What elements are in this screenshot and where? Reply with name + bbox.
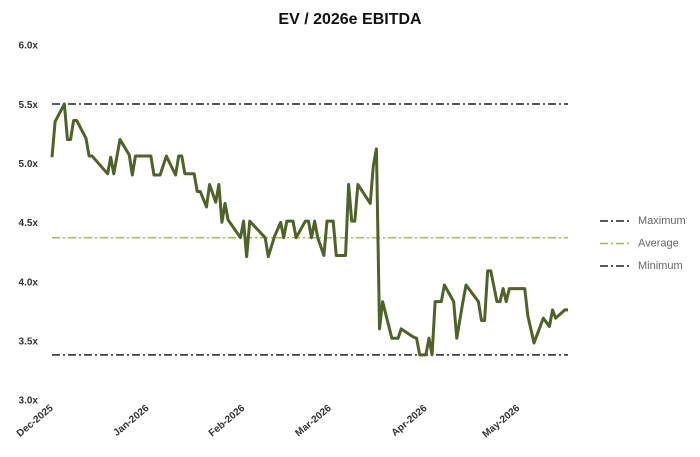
x-tick-label: Feb-2026 (207, 403, 248, 440)
y-tick-label: 6.0x (19, 41, 39, 52)
legend-label: Average (638, 237, 679, 249)
legend-label: Maximum (638, 215, 686, 227)
y-tick-label: 5.0x (19, 159, 39, 170)
y-tick-label: 3.0x (19, 396, 39, 407)
x-tick-label: Mar-2026 (293, 403, 334, 440)
x-tick-label: Apr-2026 (390, 403, 430, 439)
y-tick-label: 4.0x (19, 277, 39, 288)
data-line (50, 102, 568, 357)
y-tick-label: 4.5x (19, 218, 39, 229)
x-tick-label: Jan-2026 (112, 403, 152, 439)
y-tick-label: 3.5x (19, 336, 39, 347)
x-tick-label: May-2026 (481, 403, 523, 441)
chart-title: EV / 2026e EBITDA (278, 11, 422, 28)
x-tick-label: Dec-2025 (15, 403, 56, 440)
y-tick-label: 5.5x (19, 100, 39, 111)
legend-label: Minimum (638, 260, 683, 272)
